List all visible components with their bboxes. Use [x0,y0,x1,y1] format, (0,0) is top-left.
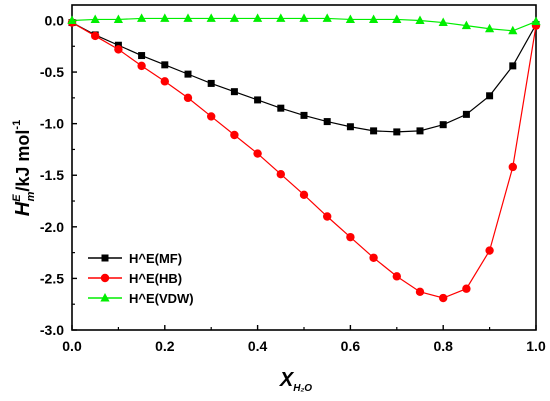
data-point-circle [230,130,239,140]
axis-ticks: 0.0 0.2 0.4 0.6 0.8 1.0 0.0 -0.5 -1.0 -1.5 -2.0 -2.… [40,12,546,354]
data-point-square [393,128,401,136]
data-point-circle [183,93,193,103]
x-axis-title-sub: H₂O [293,383,312,394]
data-point-triangle [461,20,471,30]
y-axis-title-main: H [12,201,34,216]
series-layer [67,13,541,303]
data-point-triangle [485,23,495,33]
y-tick-label: -0.5 [40,64,64,80]
y-tick-label: -2.5 [40,270,64,286]
data-point-square [416,127,424,135]
x-tick-label: 0.4 [248,338,268,354]
data-point-triangle [183,13,193,22]
data-point-triangle [322,13,332,22]
data-point-triangle [345,14,355,23]
data-point-square [207,79,215,87]
data-point-circle [508,162,517,172]
data-point-triangle [113,14,123,23]
data-point-triangle [531,16,541,26]
y-axis-title-sub: m [25,191,37,201]
y-tick-label: -3.0 [40,322,64,338]
data-point-triangle [90,14,100,23]
data-point-circle [369,253,378,262]
data-point-circle [462,284,471,293]
data-point-circle [346,232,355,242]
data-point-square [138,52,146,60]
data-point-triangle [392,14,402,23]
data-point-triangle [206,13,216,22]
data-point-circle [253,149,262,158]
data-point-square [346,123,354,131]
data-point-circle [415,287,425,297]
y-axis-title-unit: /kJ mol [13,130,33,192]
data-point-square [462,110,470,118]
data-point-triangle [67,15,77,24]
data-point-square [277,104,285,112]
data-point-square [486,92,494,100]
data-point-circle [160,77,169,86]
data-point-circle [137,61,146,71]
data-point-square [439,121,447,129]
x-tick-label: 0.2 [155,338,175,354]
data-point-triangle [229,13,239,22]
legend-marker-circle [100,273,110,283]
data-point-square [230,88,238,96]
x-axis-title-main: X [279,369,295,391]
data-point-square [161,61,169,69]
data-point-triangle [137,13,147,22]
data-point-square [370,127,378,135]
y-tick-label: 0.0 [45,12,65,28]
data-point-triangle [415,15,425,24]
data-point-circle [439,293,448,303]
data-point-circle [114,45,123,54]
data-point-square [184,70,192,78]
y-tick-label: -2.0 [40,219,64,235]
data-point-triangle [508,25,518,35]
data-point-triangle [276,13,286,22]
data-point-square [300,111,308,119]
legend-label-triangle: H^E(VDW) [129,291,194,306]
legend-marker-square [101,254,109,262]
x-tick-label: 0.0 [62,338,82,354]
legend-marker-triangle [100,293,110,302]
data-point-circle [485,246,494,255]
y-tick-label: -1.0 [40,116,64,132]
data-point-triangle [299,13,309,22]
data-point-square [254,96,262,104]
x-tick-label: 1.0 [526,338,546,354]
data-point-circle [207,112,216,121]
y-axis-title-unit-sup: -1 [11,120,23,130]
data-point-circle [299,190,309,200]
x-tick-label: 0.6 [341,338,361,354]
legend-label-square: H^E(MF) [129,251,182,266]
legend-label-circle: H^E(HB) [129,271,182,286]
data-point-circle [392,272,401,281]
x-tick-label: 0.8 [433,338,453,354]
data-point-circle [91,31,100,41]
x-axis-title: XH₂O [279,369,312,394]
data-point-triangle [438,17,448,27]
y-tick-label: -1.5 [40,167,64,183]
data-point-circle [323,212,332,221]
y-axis-title-sup: E [11,194,23,202]
data-point-triangle [160,13,170,22]
data-point-square [323,118,331,126]
data-point-triangle [369,14,379,23]
data-point-circle [276,170,285,179]
legend: H^E(MF) H^E(HB) H^E(VDW) [88,251,194,306]
data-point-triangle [253,13,263,22]
data-point-square [509,62,517,70]
y-axis-title: HE m/kJ mol-1 [11,120,37,216]
